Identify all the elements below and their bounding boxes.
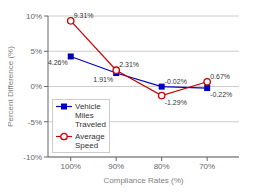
svg-text:5%: 5% [30,47,42,56]
html-text:Vehicle Miles Traveled: Vehicle Miles Traveled [75,102,106,129]
svg-text:4.26%: 4.26% [48,59,68,66]
html-text:Average Speed: Average Speed [75,132,105,150]
svg-text:2.31%: 2.31% [119,61,139,68]
svg-text:Compliance Rates (%): Compliance Rates (%) [103,176,183,185]
svg-text:-5%: -5% [28,118,42,127]
svg-text:90%: 90% [108,162,124,171]
svg-text:0%: 0% [30,82,42,91]
svg-text:70%: 70% [199,162,215,171]
svg-text:-10%: -10% [23,153,42,162]
svg-text:Percent Difference (%): Percent Difference (%) [8,46,15,127]
svg-text:10%: 10% [26,12,42,21]
svg-text:1.91%: 1.91% [93,76,113,83]
svg-text:9.31%: 9.31% [74,12,94,19]
svg-text:-1.29%: -1.29% [165,99,187,106]
svg-text:-0.22%: -0.22% [210,91,232,98]
svg-text:80%: 80% [154,162,170,171]
svg-text:100%: 100% [61,162,81,171]
svg-text:-0.02%: -0.02% [165,78,187,85]
svg-text:0.67%: 0.67% [210,73,230,80]
